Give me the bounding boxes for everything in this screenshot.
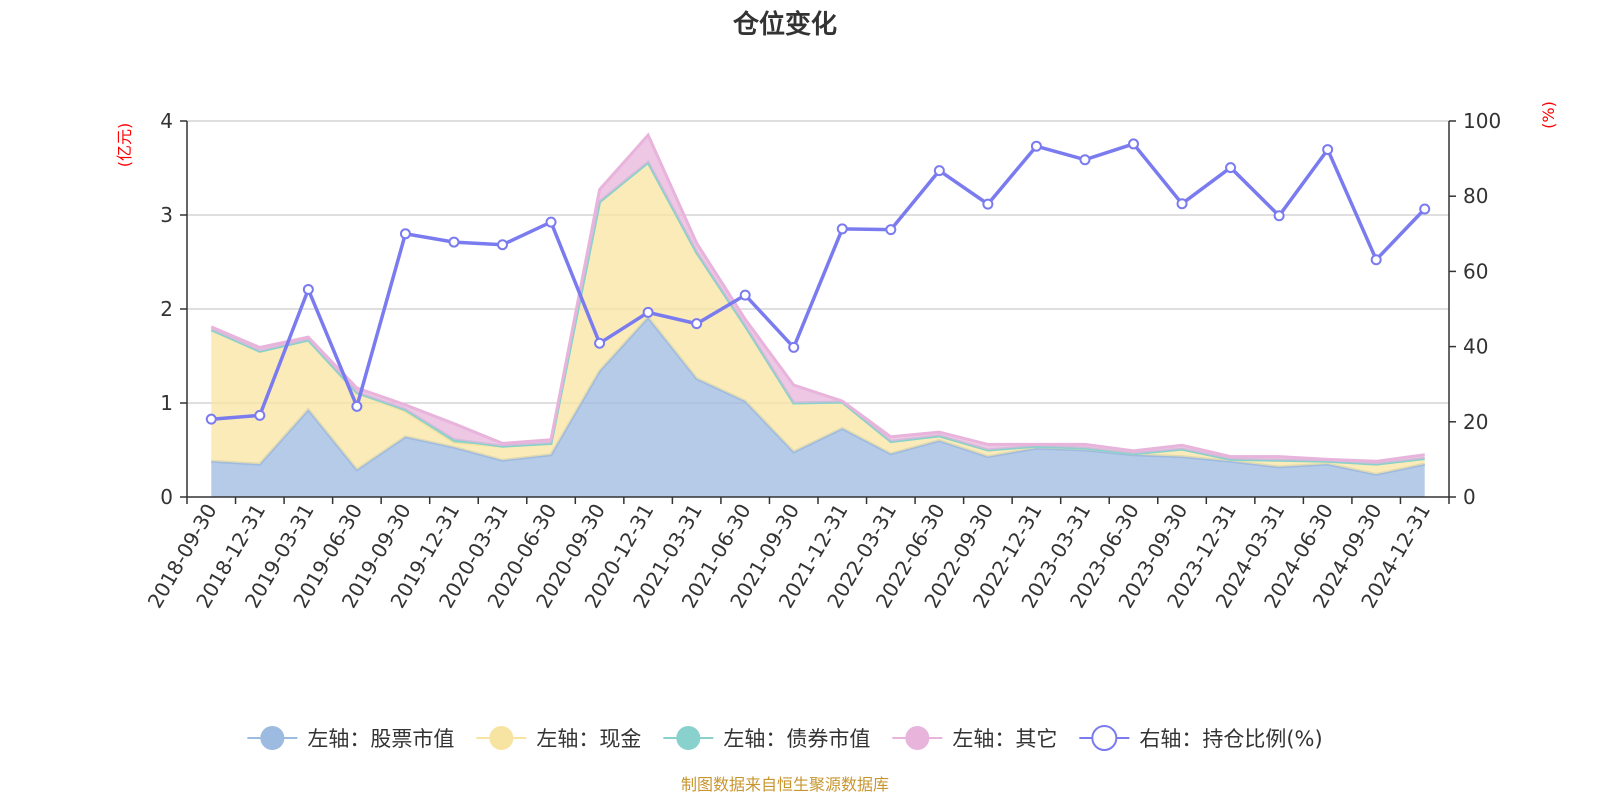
left-axis-tick-label: 4: [160, 109, 173, 133]
line-point: [399, 228, 411, 240]
line-point: [1079, 154, 1091, 166]
legend-item[interactable]: 左轴：股票市值: [247, 726, 454, 751]
right-axis-tick-label: 0: [1463, 485, 1476, 509]
right-axis-tick-label: 40: [1463, 335, 1488, 359]
line-point: [1128, 138, 1139, 150]
left-axis-tick-label: 2: [160, 297, 173, 321]
legend-label: 左轴：股票市值: [307, 727, 454, 751]
right-axis-tick-label: 100: [1463, 109, 1501, 133]
area-左轴：其它: [211, 135, 1425, 465]
line-point: [1370, 254, 1382, 266]
legend-label: 右轴：持仓比例(%): [1139, 727, 1322, 751]
right-axis-tick-label: 80: [1463, 184, 1488, 208]
line-point: [545, 216, 557, 228]
line-point: [836, 223, 848, 235]
legend-item[interactable]: 右轴：持仓比例(%): [1079, 725, 1323, 751]
line-point: [1273, 210, 1285, 222]
line-右轴：持仓比例(%): [211, 141, 1426, 421]
left-axis-tick-label: 0: [160, 485, 173, 509]
line-point: [1176, 198, 1188, 210]
line-point: [497, 239, 508, 251]
legend-marker-icon: [260, 726, 285, 750]
left-axis-tick-label: 1: [160, 391, 173, 415]
line-point: [739, 289, 751, 301]
line-point: [1419, 203, 1431, 215]
line-point: [788, 341, 800, 353]
line-point: [933, 165, 945, 177]
area-edge-左轴：其它: [210, 132, 1425, 463]
legend-marker-icon: [905, 726, 930, 750]
right-axis-tick-label: 20: [1463, 410, 1488, 434]
area-左轴：股票市值: [211, 317, 1425, 497]
legend-item[interactable]: 左轴：现金: [476, 726, 641, 751]
source-note: 制图数据来自恒生聚源数据库: [681, 775, 889, 794]
stacked-areas: [210, 132, 1426, 497]
right-axis-unit: (%): [1539, 101, 1558, 129]
grid-lines: [187, 120, 1449, 404]
line-point: [691, 318, 703, 330]
legend-marker-icon: [489, 726, 514, 750]
legend-item[interactable]: 左轴：其它: [892, 726, 1057, 751]
line-point: [254, 409, 266, 421]
axes: 012340204060801002018-09-302018-12-31201…: [143, 109, 1501, 612]
line-point: [982, 198, 994, 210]
right-axis-tick-label: 60: [1463, 259, 1488, 283]
chart-title: 仓位变化: [732, 9, 837, 40]
legend-label: 左轴：现金: [536, 727, 641, 751]
line-point: [1030, 140, 1042, 152]
line-point: [448, 236, 460, 248]
line-point: [205, 413, 217, 425]
legend-label: 左轴：债券市值: [723, 727, 870, 751]
legend-marker-icon: [676, 726, 701, 750]
line-point: [594, 337, 606, 349]
line-point: [885, 224, 897, 236]
legend-marker-icon: [1091, 725, 1118, 751]
position-ratio-line: [205, 138, 1431, 425]
left-axis-unit: (亿元): [115, 123, 134, 168]
line-point: [302, 283, 314, 295]
line-point: [1225, 162, 1237, 174]
line-point: [1322, 144, 1334, 156]
legend-item[interactable]: 左轴：债券市值: [663, 726, 870, 751]
legend-label: 左轴：其它: [952, 727, 1057, 751]
legend[interactable]: 左轴：股票市值 左轴：现金 左轴：债券市值 左轴：其它 右轴：持仓比例(%): [247, 725, 1323, 751]
line-point: [351, 400, 363, 412]
left-axis-tick-label: 3: [160, 203, 173, 227]
line-point: [642, 306, 654, 318]
area-左轴：现金: [211, 162, 1425, 475]
